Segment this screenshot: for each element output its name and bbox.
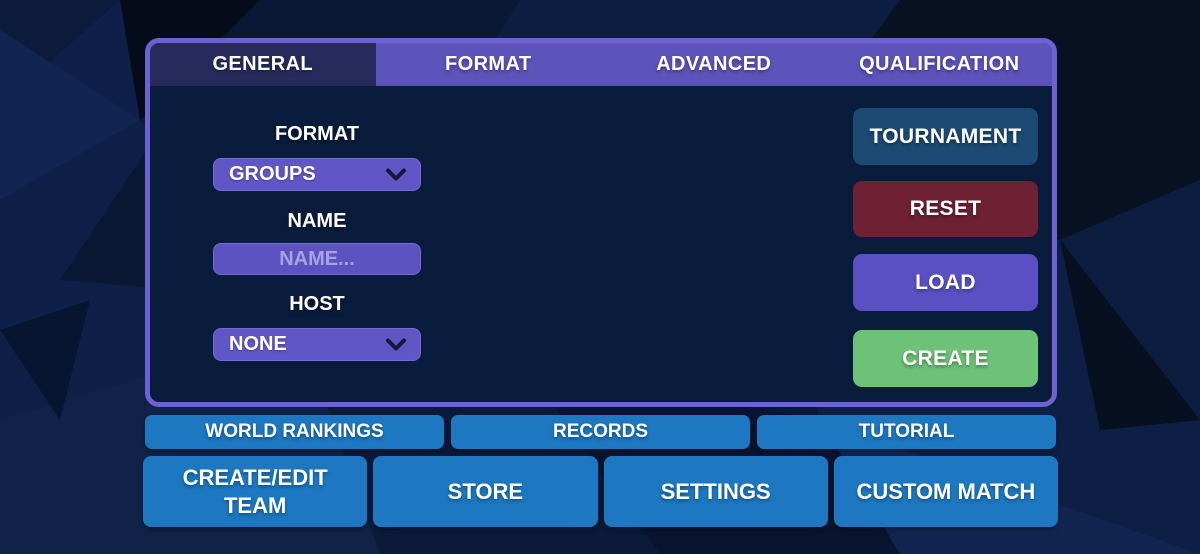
tab-general[interactable]: GENERAL bbox=[150, 43, 376, 86]
settings-button[interactable]: SETTINGS bbox=[603, 456, 828, 527]
records-label: RECORDS bbox=[552, 421, 648, 442]
world-rankings-button[interactable]: WORLD RANKINGS bbox=[145, 415, 444, 449]
create-button[interactable]: CREATE bbox=[853, 330, 1038, 387]
world-rankings-label: WORLD RANKINGS bbox=[205, 421, 384, 442]
tab-qualification-label: QUALIFICATION bbox=[859, 53, 1020, 75]
menu-row-top: WORLD RANKINGS RECORDS TUTORIAL bbox=[145, 415, 1056, 449]
tab-format[interactable]: FORMAT bbox=[376, 43, 602, 86]
tab-format-label: FORMAT bbox=[445, 53, 532, 75]
records-button[interactable]: RECORDS bbox=[451, 415, 750, 449]
host-dropdown-value: NONE bbox=[229, 333, 287, 355]
settings-label: SETTINGS bbox=[660, 478, 771, 504]
tab-advanced[interactable]: ADVANCED bbox=[601, 43, 827, 86]
host-field-label: HOST bbox=[289, 292, 345, 315]
custom-match-label: CUSTOM MATCH bbox=[856, 478, 1036, 504]
tutorial-label: TUTORIAL bbox=[858, 421, 955, 442]
setup-tabbar: GENERAL FORMAT ADVANCED QUALIFICATION bbox=[150, 43, 1052, 86]
store-button[interactable]: STORE bbox=[373, 456, 598, 527]
chevron-down-icon bbox=[386, 338, 406, 351]
format-dropdown[interactable]: GROUPS bbox=[213, 158, 421, 191]
chevron-down-icon bbox=[386, 168, 406, 181]
reset-button[interactable]: RESET bbox=[853, 181, 1038, 237]
tutorial-button[interactable]: TUTORIAL bbox=[757, 415, 1056, 449]
load-button[interactable]: LOAD bbox=[853, 254, 1038, 311]
create-edit-team-button[interactable]: CREATE/EDIT TEAM bbox=[143, 456, 368, 527]
custom-match-button[interactable]: CUSTOM MATCH bbox=[833, 456, 1058, 527]
create-edit-team-label: CREATE/EDIT TEAM bbox=[182, 465, 328, 518]
format-field-label: FORMAT bbox=[274, 122, 360, 145]
menu-row-bottom: CREATE/EDIT TEAM STORE SETTINGS CUSTOM M… bbox=[143, 456, 1058, 527]
tab-advanced-label: ADVANCED bbox=[656, 53, 772, 75]
name-field-label: NAME bbox=[287, 209, 347, 232]
tournament-setup-panel: GENERAL FORMAT ADVANCED QUALIFICATION FO… bbox=[145, 38, 1057, 407]
host-dropdown[interactable]: NONE bbox=[213, 328, 421, 361]
tournament-button[interactable]: TOURNAMENT bbox=[853, 108, 1038, 165]
name-input[interactable] bbox=[213, 243, 421, 275]
store-label: STORE bbox=[447, 478, 524, 504]
format-dropdown-value: GROUPS bbox=[229, 163, 316, 185]
tab-qualification[interactable]: QUALIFICATION bbox=[827, 43, 1053, 86]
tab-general-label: GENERAL bbox=[212, 53, 314, 75]
